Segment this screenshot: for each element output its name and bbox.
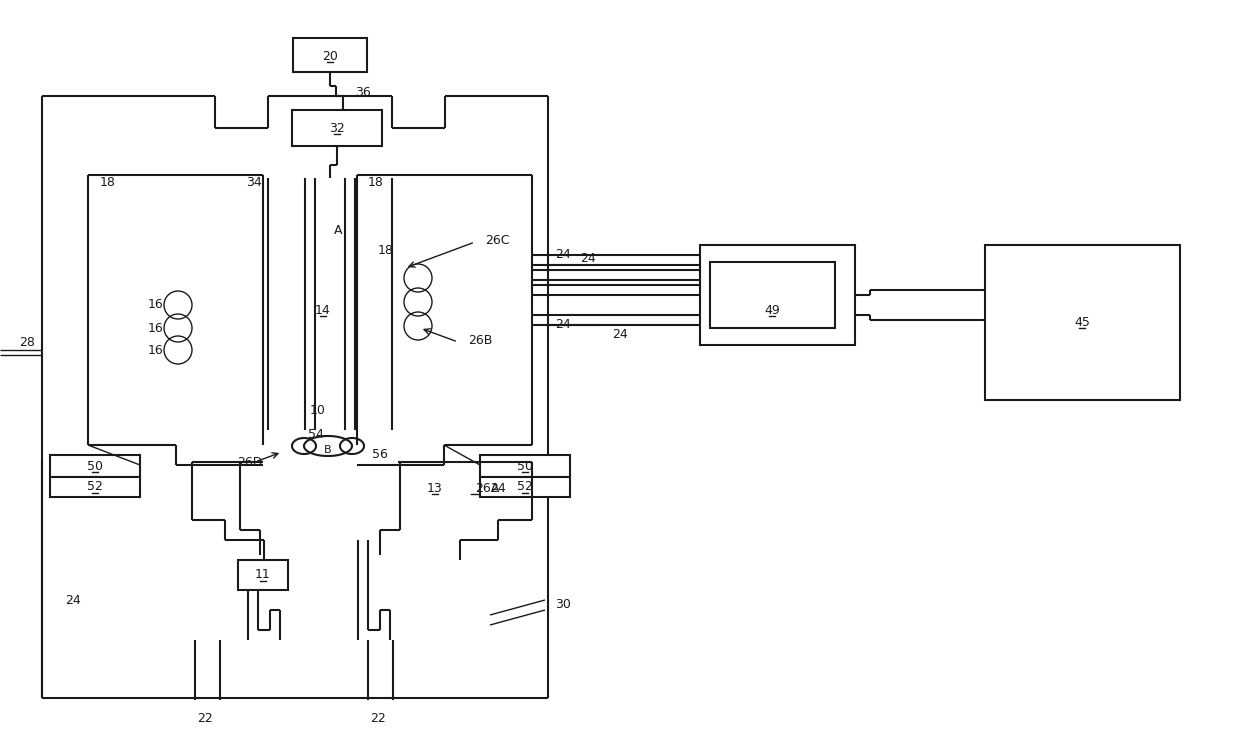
Bar [50,477,140,497]
Text: 16: 16 [148,322,162,334]
Text: 26D: 26D [238,455,263,469]
Text: 34: 34 [247,177,262,190]
Bar [480,455,570,477]
Text: 24: 24 [556,319,570,331]
Bar [238,560,288,590]
Text: 24: 24 [580,251,595,264]
Text: B: B [324,445,332,455]
Text: 32: 32 [329,122,345,134]
Text: 28: 28 [19,337,35,350]
Text: 52: 52 [87,480,103,494]
Text: 30: 30 [556,599,570,612]
Text: 52: 52 [517,480,533,494]
Bar [293,38,367,72]
Text: 49: 49 [764,304,780,316]
Text: 24: 24 [490,482,506,495]
Text: 24: 24 [556,248,570,261]
Bar [480,477,570,497]
Text: 20: 20 [322,50,339,63]
Text: 26A: 26A [475,482,500,495]
Text: 18: 18 [368,175,384,189]
Text: 22: 22 [197,711,213,725]
Text: 36: 36 [355,85,371,98]
Text: 14: 14 [315,304,331,316]
Text: 24: 24 [64,593,81,606]
Bar [701,245,856,345]
Text: 26B: 26B [467,334,492,347]
Text: 50: 50 [87,460,103,473]
Bar [50,455,140,477]
Text: 45: 45 [1074,316,1090,328]
Text: 54: 54 [308,429,324,442]
Text: A: A [334,223,342,236]
Bar [985,245,1180,400]
Text: 11: 11 [255,569,270,581]
Text: 26C: 26C [485,233,510,246]
Text: 18: 18 [378,244,394,257]
Text: 16: 16 [148,344,162,356]
Text: 24: 24 [613,328,627,341]
Text: 13: 13 [427,482,443,495]
Text: 56: 56 [372,448,388,461]
Bar [711,262,835,328]
Text: 50: 50 [517,460,533,473]
Text: 10: 10 [310,403,326,417]
Text: 22: 22 [370,711,386,725]
Text: 16: 16 [148,298,162,312]
Bar [291,110,382,146]
Text: 18: 18 [100,175,115,189]
